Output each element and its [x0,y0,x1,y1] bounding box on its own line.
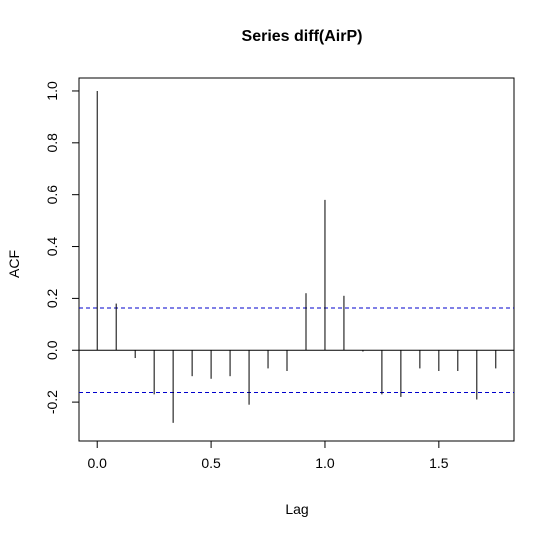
chart-title: Series diff(AirP) [242,28,363,45]
axes: 0.0 0.5 1.0 1.5 -0.2 0.0 0.2 0.4 0.6 0.8 1.0 [44,81,449,471]
y-tick-label: 0.2 [44,288,60,308]
y-tick-label: 0.4 [44,237,60,257]
y-tick-label: 0.8 [44,133,60,153]
plot-area [79,90,514,423]
y-tick-label: 0.6 [44,185,60,205]
y-tick-label: -0.2 [44,390,60,414]
x-tick-label: 1.0 [315,455,335,471]
x-tick-label: 0.5 [201,455,221,471]
x-axis-label: Lag [285,501,308,517]
x-tick-label: 0.0 [87,455,107,471]
y-tick-label: 1.0 [44,81,60,101]
plot-frame [78,77,515,442]
x-tick-label: 1.5 [429,455,449,471]
y-axis-label: ACF [6,250,22,278]
y-tick-label: 0.0 [44,340,60,360]
